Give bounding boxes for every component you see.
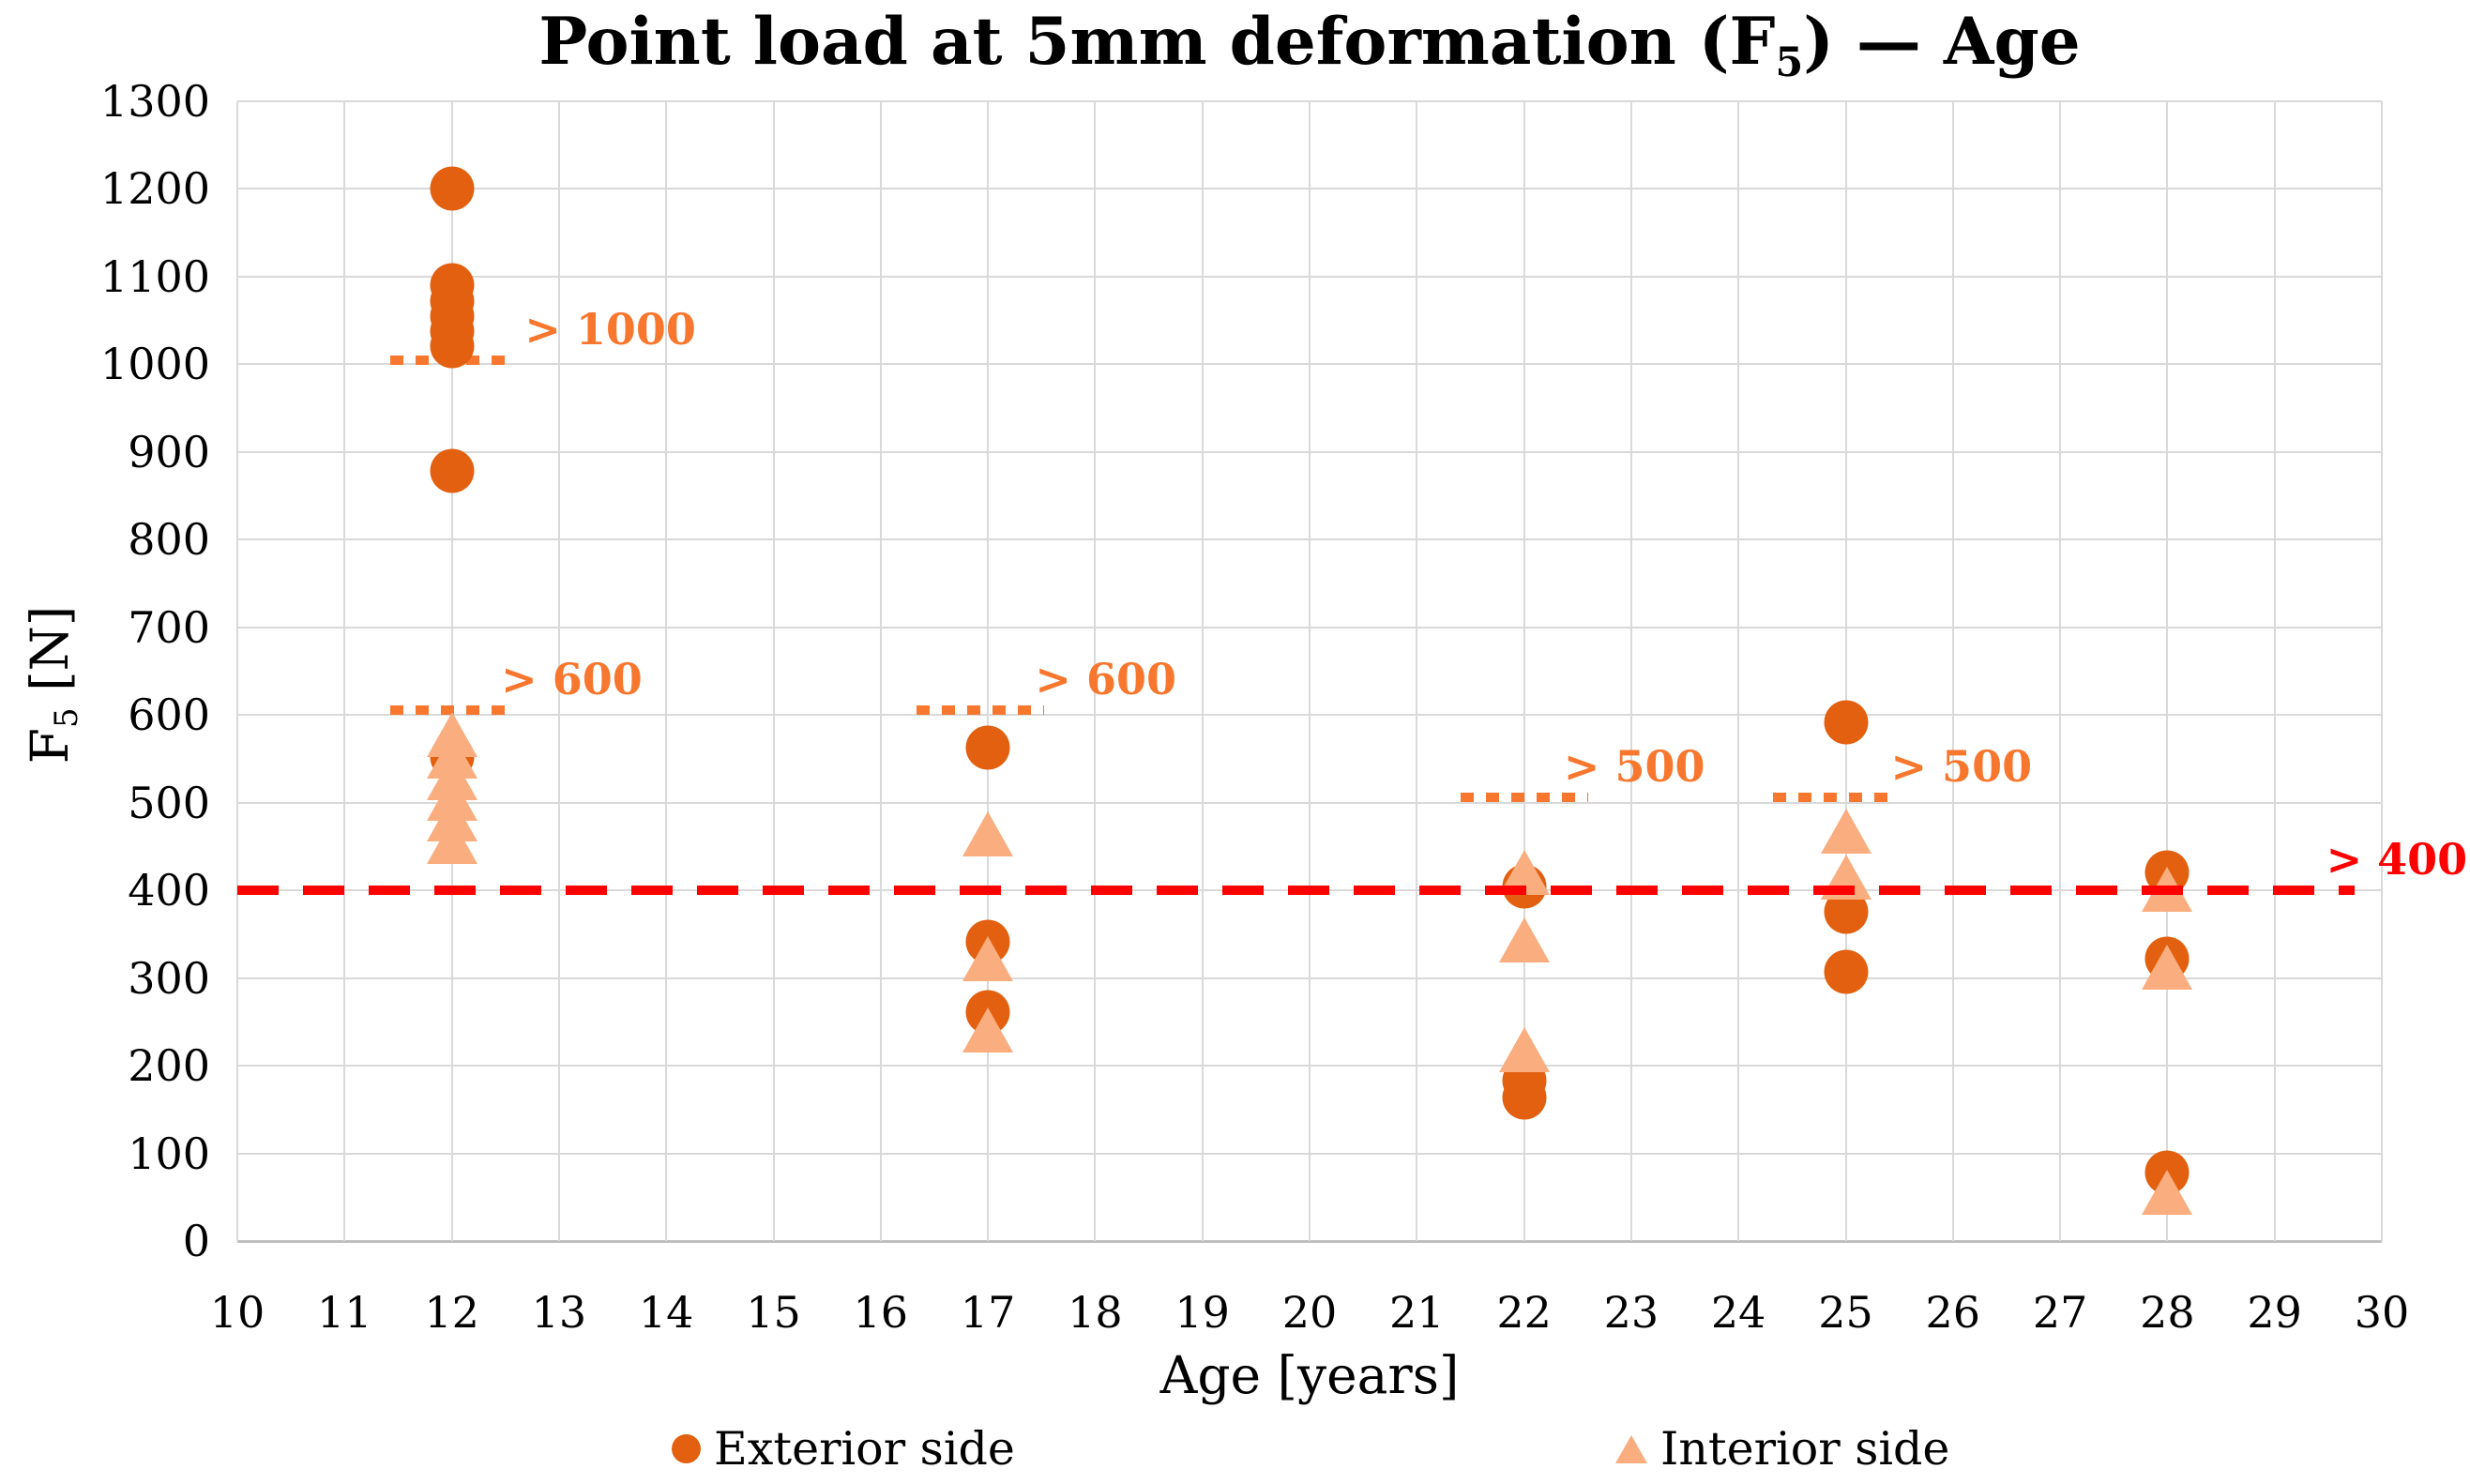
vertical-gridline xyxy=(2059,101,2062,1241)
x-tick-label: 19 xyxy=(1174,1287,1230,1338)
threshold-line xyxy=(1461,793,1589,803)
vertical-gridline xyxy=(450,101,453,1241)
x-tick-label: 13 xyxy=(531,1287,587,1338)
x-tick-label: 20 xyxy=(1281,1287,1338,1338)
interior-data-point xyxy=(1498,917,1550,963)
y-tick-label: 1200 xyxy=(99,163,210,215)
threshold-line xyxy=(390,704,517,715)
vertical-gridline xyxy=(343,101,346,1241)
x-tick-label: 12 xyxy=(424,1287,479,1338)
exterior-data-point xyxy=(430,166,475,211)
x-axis-title: Age [years] xyxy=(1159,1345,1460,1405)
chart-title: Point load at 5mm deformation (F5) — Age xyxy=(237,4,2382,86)
vertical-gridline xyxy=(665,101,668,1241)
threshold-label: > 1000 xyxy=(524,303,696,355)
x-tick-label: 26 xyxy=(1925,1287,1981,1338)
y-tick-label: 900 xyxy=(128,426,210,477)
y-tick-label: 800 xyxy=(128,514,210,566)
exterior-data-point xyxy=(1824,949,1868,994)
threshold-label: > 500 xyxy=(1890,741,2033,793)
vertical-gridline xyxy=(1629,101,1632,1241)
chart-title-post: ) — Age xyxy=(1803,4,2081,80)
x-tick-label: 24 xyxy=(1710,1287,1766,1338)
interior-data-point xyxy=(962,936,1014,982)
interior-triangle-legend-icon xyxy=(1615,1434,1647,1463)
x-tick-label: 30 xyxy=(2354,1287,2410,1338)
x-tick-label: 22 xyxy=(1496,1287,1552,1338)
interior-data-point xyxy=(1820,808,1871,854)
vertical-gridline xyxy=(987,101,990,1241)
exterior-data-point xyxy=(965,725,1010,770)
threshold-label: > 500 xyxy=(1563,741,1705,793)
x-tick-label: 16 xyxy=(853,1287,909,1338)
x-tick-label: 28 xyxy=(2140,1287,2195,1338)
legend-item-exterior: Exterior side xyxy=(672,1422,1015,1476)
vertical-gridline xyxy=(1094,101,1097,1241)
x-tick-label: 10 xyxy=(209,1287,265,1338)
vertical-gridline xyxy=(1844,101,1847,1241)
vertical-gridline xyxy=(236,101,238,1241)
red-threshold-line xyxy=(237,886,2356,896)
x-axis-line xyxy=(237,1240,2382,1243)
y-axis-tick-labels: 0 100 200 300 400 500 600 700 800 900 1000 1100 1200… xyxy=(0,76,210,1266)
vertical-gridline xyxy=(2381,101,2383,1241)
interior-data-point xyxy=(962,811,1014,857)
threshold-line xyxy=(1772,793,1898,803)
y-tick-label: 1300 xyxy=(99,76,210,127)
vertical-gridline xyxy=(1951,101,1954,1241)
y-tick-label: 300 xyxy=(128,952,210,1004)
y-tick-label: 200 xyxy=(128,1040,210,1092)
vertical-gridline xyxy=(557,101,560,1241)
exterior-circle-legend-icon xyxy=(672,1434,701,1463)
exterior-data-point xyxy=(1824,700,1868,745)
interior-data-point xyxy=(2142,945,2193,991)
chart-title-pre: Point load at 5mm deformation (F xyxy=(538,4,1776,80)
exterior-data-point xyxy=(430,448,475,493)
y-tick-label: 0 xyxy=(182,1216,210,1266)
x-tick-label: 29 xyxy=(2247,1287,2302,1338)
vertical-gridline xyxy=(1523,101,1525,1241)
x-tick-label: 21 xyxy=(1389,1287,1445,1338)
vertical-gridline xyxy=(1309,101,1311,1241)
x-tick-label: 23 xyxy=(1603,1287,1659,1338)
threshold-line xyxy=(916,704,1044,715)
x-tick-label: 15 xyxy=(746,1287,801,1338)
y-tick-label: 600 xyxy=(128,689,210,741)
y-tick-label: 1000 xyxy=(99,339,210,390)
vertical-gridline xyxy=(2166,101,2169,1241)
x-tick-label: 14 xyxy=(638,1287,694,1338)
y-tick-label: 400 xyxy=(128,865,210,916)
y-tick-label: 1100 xyxy=(99,250,210,302)
interior-data-point xyxy=(426,818,477,864)
vertical-gridline xyxy=(1416,101,1418,1241)
plot-area: > 1000 > 600 > 600 > 500 > 500 > 400 xyxy=(236,100,2467,1243)
x-tick-label: 18 xyxy=(1068,1287,1123,1338)
x-tick-label: 27 xyxy=(2032,1287,2088,1338)
y-tick-label: 100 xyxy=(128,1128,210,1179)
exterior-data-point xyxy=(1502,1075,1547,1120)
threshold-label: > 600 xyxy=(1035,653,1176,704)
vertical-gridline xyxy=(2273,101,2276,1241)
x-tick-label: 25 xyxy=(1818,1287,1873,1338)
vertical-gridline xyxy=(879,101,882,1241)
x-tick-label: 11 xyxy=(317,1287,372,1338)
x-tick-label: 17 xyxy=(960,1287,1016,1338)
vertical-gridline xyxy=(1201,101,1204,1241)
legend-label-exterior: Exterior side xyxy=(714,1422,1015,1476)
interior-data-point xyxy=(1498,1027,1550,1073)
vertical-gridline xyxy=(772,101,775,1241)
threshold-label: > 600 xyxy=(501,653,643,704)
chart-title-sub: 5 xyxy=(1775,38,1804,86)
legend-label-interior: Interior side xyxy=(1660,1422,1950,1476)
exterior-data-point xyxy=(430,324,475,369)
vertical-gridline xyxy=(1737,101,1740,1241)
threshold-label: > 400 xyxy=(2326,834,2468,886)
interior-data-point xyxy=(962,1007,1014,1052)
y-tick-label: 500 xyxy=(128,777,210,828)
interior-data-point xyxy=(2142,1169,2193,1215)
legend-item-interior: Interior side xyxy=(1615,1422,1949,1476)
y-tick-label: 700 xyxy=(128,601,210,653)
x-axis-tick-labels: 10 11 12 13 14 15 16 17 18 19 20 21 22 23 24 25 26 27 28 29… xyxy=(210,1287,2410,1343)
